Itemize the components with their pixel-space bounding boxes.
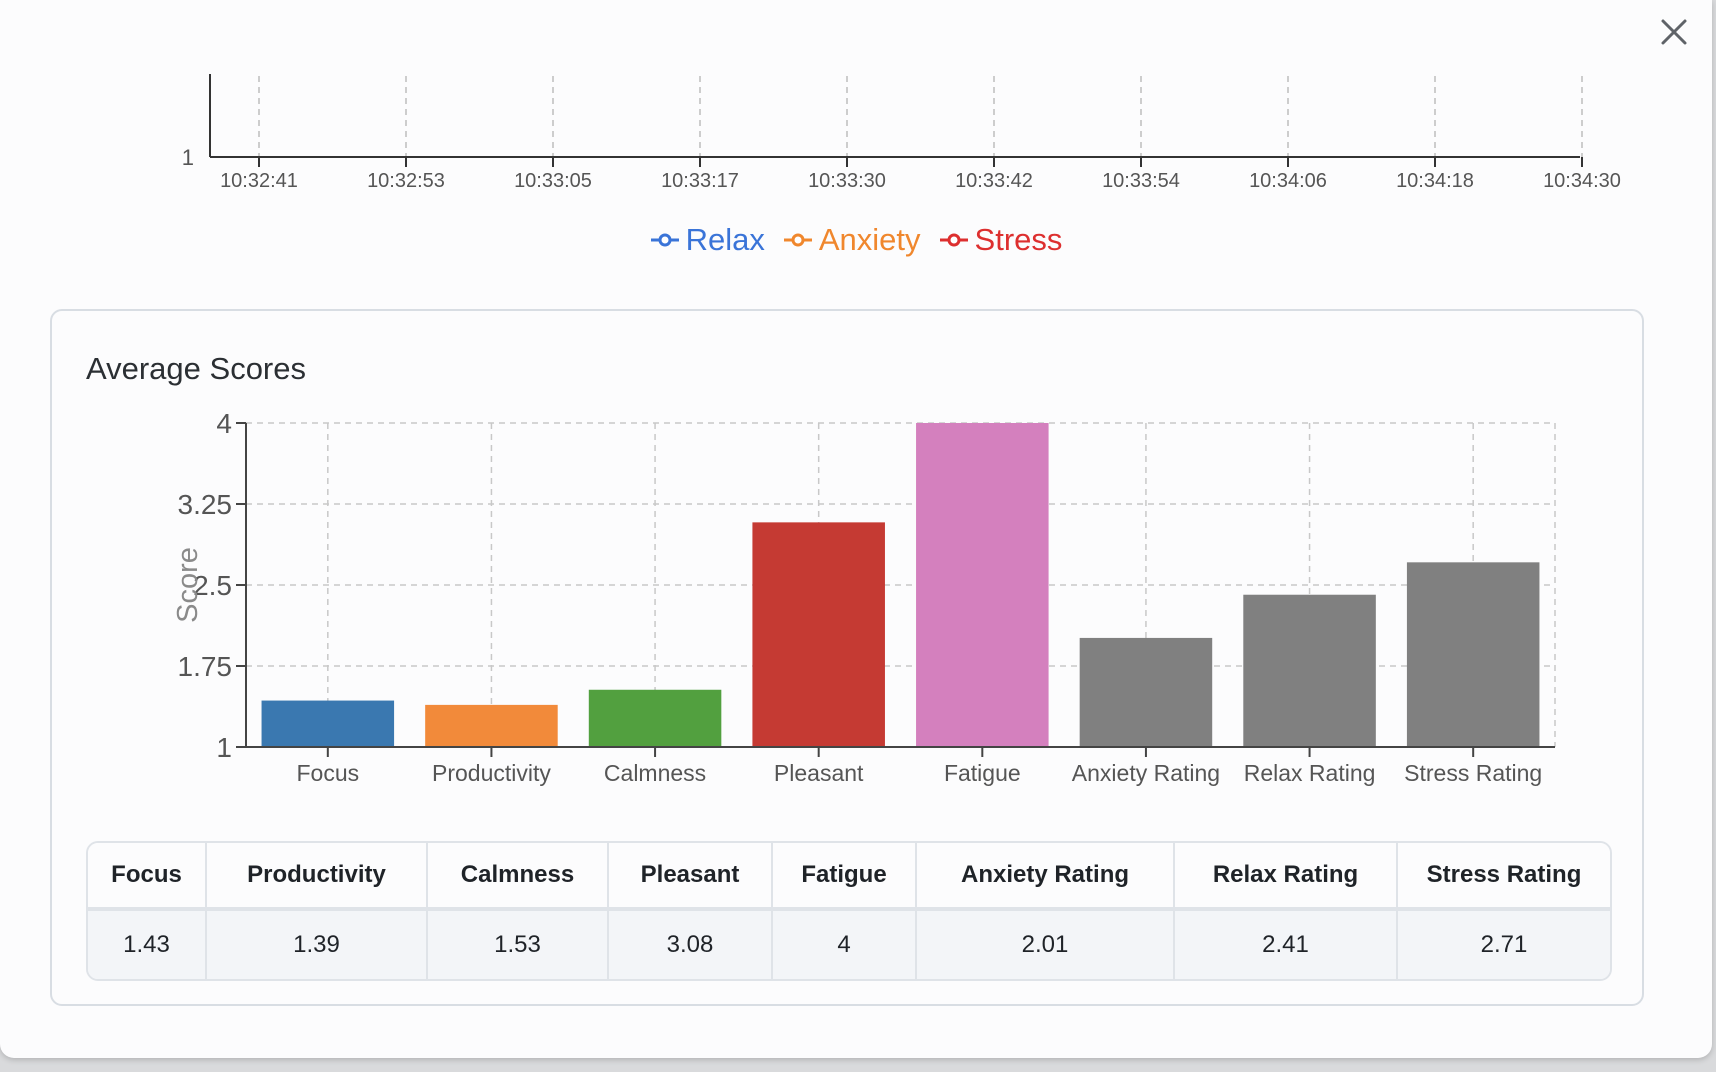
table-header-cell: Productivity [207, 843, 428, 911]
table-cell: 2.41 [1175, 911, 1398, 979]
x-tick-label: 10:34:06 [1249, 170, 1327, 192]
bar [425, 704, 558, 747]
bar [1079, 637, 1213, 747]
average-scores-bar-chart: 1 1.75 2.5 3.25 4 Focus Productivity Calmness Pl… [172, 408, 1556, 786]
scores-table: Focus Productivity Calmness Pleasant Fat… [86, 841, 1612, 981]
table-header-cell: Focus [88, 843, 207, 911]
x-tick-label: 10:33:05 [514, 170, 592, 192]
x-tick-label: 10:33:54 [1102, 170, 1180, 192]
legend-label: Anxiety [818, 222, 921, 257]
x-tick-label: Pleasant [774, 760, 864, 786]
x-tick-label: Productivity [432, 760, 551, 786]
close-icon [1661, 19, 1687, 45]
x-tick-label: Anxiety Rating [1072, 760, 1220, 786]
table-row: 1.43 1.39 1.53 3.08 4 2.01 2.41 2.71 [88, 911, 1610, 979]
x-tick-label: 10:34:30 [1543, 170, 1621, 192]
table-header-cell: Pleasant [609, 843, 773, 911]
legend-item-relax[interactable]: Relax [650, 222, 765, 258]
bar [588, 689, 722, 747]
table-cell: 4 [773, 911, 917, 979]
x-tick-label: 10:32:41 [220, 170, 298, 192]
table-cell: 1.43 [88, 911, 207, 979]
bar [261, 700, 395, 747]
y-tick-label: 3.25 [178, 489, 233, 520]
bar [916, 423, 1049, 747]
table-cell: 1.53 [428, 911, 609, 979]
y-tick-label: 1.75 [178, 651, 233, 682]
table-cell: 2.71 [1398, 911, 1610, 979]
card-title: Average Scores [86, 351, 306, 386]
x-tick-label: 10:33:30 [808, 170, 886, 192]
y-tick-label: 1 [182, 145, 194, 170]
x-tick-label: 10:32:53 [367, 170, 445, 192]
legend-label: Relax [685, 222, 765, 257]
line-marker-icon [939, 233, 968, 247]
bar [752, 522, 885, 747]
bar [1406, 562, 1540, 747]
x-tick-label: 10:33:42 [955, 170, 1033, 192]
table-cell: 1.39 [207, 911, 428, 979]
y-tick-label: 1 [216, 732, 232, 763]
y-tick-label: 2.5 [193, 570, 232, 601]
table-header-row: Focus Productivity Calmness Pleasant Fat… [88, 843, 1610, 911]
line-marker-icon [650, 233, 679, 247]
chart-legend: Relax Anxiety Stress [0, 222, 1712, 258]
x-tick-label: Focus [296, 760, 359, 786]
x-tick-label: Stress Rating [1404, 760, 1542, 786]
timeline-chart: 1 10:32:41 10:32:53 10:33:05 10:33:17 10:33:… [182, 74, 1621, 192]
x-tick-label: Relax Rating [1244, 760, 1376, 786]
table-header-cell: Relax Rating [1175, 843, 1398, 911]
average-scores-card: Average Scores 1 1.75 2.5 3.25 4 Focus Product… [50, 309, 1644, 1006]
table-header-cell: Anxiety Rating [917, 843, 1175, 911]
table-header-cell: Calmness [428, 843, 609, 911]
y-tick-label: 4 [216, 408, 232, 439]
bar [1243, 594, 1376, 747]
x-tick-label: 10:33:17 [661, 170, 739, 192]
x-tick-label: Fatigue [944, 760, 1021, 786]
table-cell: 2.01 [917, 911, 1175, 979]
legend-item-anxiety[interactable]: Anxiety [783, 222, 921, 258]
x-tick-label: 10:34:18 [1396, 170, 1474, 192]
x-tick-label: Calmness [604, 760, 706, 786]
legend-item-stress[interactable]: Stress [939, 222, 1063, 258]
table-cell: 3.08 [609, 911, 773, 979]
line-marker-icon [783, 233, 812, 247]
table-header-cell: Stress Rating [1398, 843, 1610, 911]
y-axis-label: Score [172, 547, 204, 623]
legend-label: Stress [974, 222, 1063, 257]
close-button[interactable] [1654, 12, 1694, 52]
table-header-cell: Fatigue [773, 843, 917, 911]
